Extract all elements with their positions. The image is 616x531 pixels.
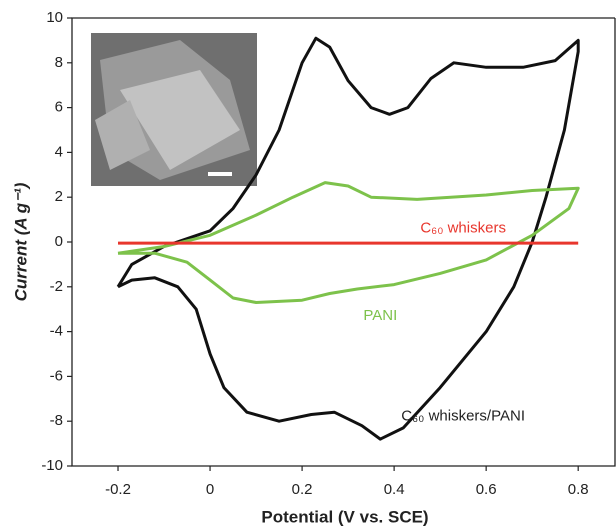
y-tick-label: 2 [55, 188, 63, 205]
y-axis-label: Current (A g⁻¹) [11, 182, 30, 301]
x-tick-label: 0.6 [476, 481, 497, 498]
x-tick-label: 0.8 [568, 481, 589, 498]
x-tick-label: 0.4 [384, 481, 405, 498]
series-label: C₆₀ whiskers/PANI [401, 408, 525, 425]
series-line [117, 181, 580, 304]
series-label: C₆₀ whiskers [420, 220, 506, 237]
x-tick-label: 0.2 [292, 481, 313, 498]
x-tick-label: 0 [206, 481, 214, 498]
y-tick-label: 4 [55, 143, 63, 160]
y-tick-label: 10 [46, 9, 63, 26]
y-tick-label: -2 [50, 278, 63, 295]
y-tick-label: -6 [50, 367, 63, 384]
x-axis-label: Potential (V vs. SCE) [261, 507, 428, 526]
series-line [116, 36, 580, 441]
y-tick-label: -8 [50, 412, 63, 429]
series-label: PANI [363, 307, 397, 324]
y-tick-label: 6 [55, 99, 63, 116]
inset-image [89, 31, 259, 188]
x-tick-label: -0.2 [105, 481, 131, 498]
y-tick-label: -4 [50, 323, 63, 340]
y-tick-label: -10 [41, 457, 63, 474]
y-tick-label: 8 [55, 54, 63, 71]
y-tick-label: 0 [55, 233, 63, 250]
